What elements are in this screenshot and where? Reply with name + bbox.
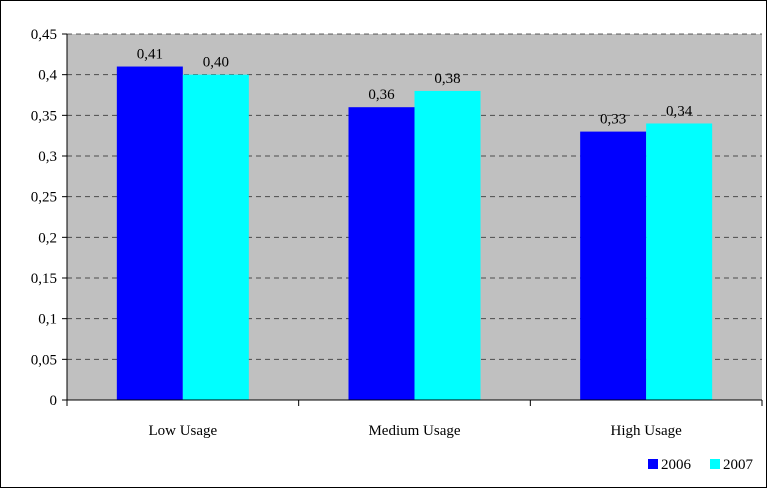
data-label: 0,41: [137, 47, 163, 63]
y-tick-label: 0,45: [31, 27, 57, 43]
y-tick-label: 0,4: [38, 68, 57, 84]
x-tick-label: High Usage: [611, 423, 683, 439]
legend-label: 2007: [723, 457, 754, 473]
y-tick-label: 0,3: [38, 149, 57, 165]
data-label: 0,34: [666, 103, 693, 119]
data-label: 0,36: [368, 87, 395, 103]
bars: [116, 66, 713, 401]
legend-label: 2006: [661, 457, 692, 473]
bar-2007-1: [414, 90, 481, 400]
x-tick-label: Medium Usage: [368, 423, 460, 439]
x-tick-label: Low Usage: [148, 423, 217, 439]
legend-swatch-2007: [710, 459, 720, 469]
bar-2007-0: [182, 74, 249, 401]
legend: 2006 2007: [648, 457, 754, 473]
y-tick-label: 0,05: [31, 352, 57, 368]
bar-2006-2: [580, 131, 647, 400]
y-tick-label: 0,2: [38, 230, 57, 246]
y-tick-label: 0: [50, 393, 58, 409]
data-labels: 0,41 0,40 0,36 0,38 0,33 0,34: [137, 47, 693, 128]
y-tick-label: 0,1: [38, 312, 57, 328]
bar-2007-2: [646, 123, 713, 400]
y-tick-label: 0,25: [31, 190, 57, 206]
y-tick-label: 0,35: [31, 108, 57, 124]
bar-2006-0: [116, 66, 183, 401]
y-tick-label: 0,15: [31, 271, 57, 287]
data-label: 0,33: [600, 112, 626, 128]
bar-2006-1: [348, 107, 415, 400]
axes: 0 0,05 0,1 0,15 0,2 0,25 0,3 0,35 0,4 0,45 Low Usa…: [31, 27, 763, 439]
data-label: 0,40: [203, 55, 229, 71]
data-label: 0,38: [434, 71, 460, 87]
legend-swatch-2006: [648, 459, 658, 469]
